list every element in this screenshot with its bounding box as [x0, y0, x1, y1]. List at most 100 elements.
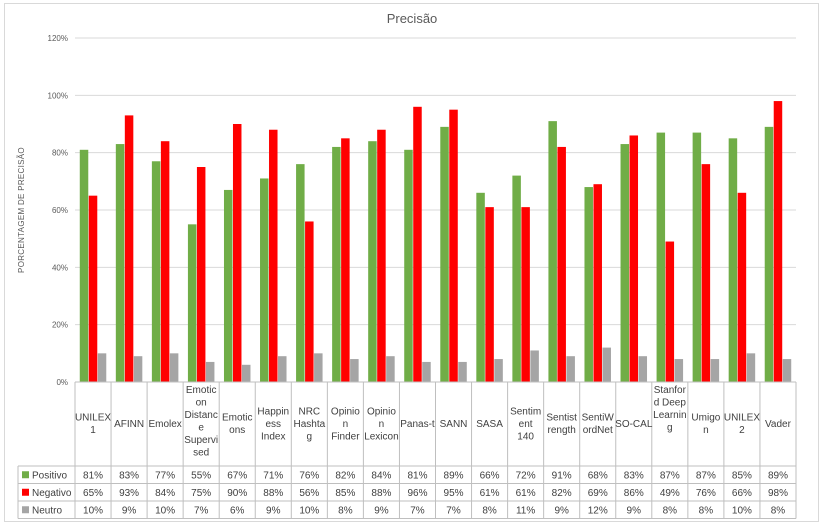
- bar-positivo: [548, 121, 557, 382]
- x-category-label: UNILEX 1: [75, 413, 111, 437]
- bar-positivo: [296, 164, 305, 382]
- data-label: 82%: [552, 488, 572, 499]
- x-category-label: Happin ess Index: [257, 406, 289, 442]
- bar-negativo: [737, 192, 747, 382]
- data-label: 8%: [338, 505, 353, 516]
- data-label: 81%: [83, 470, 103, 481]
- data-label: 10%: [83, 505, 103, 516]
- x-category-label: SentiW ordNet: [582, 413, 615, 437]
- bar-neutro: [782, 359, 792, 382]
- data-label: 81%: [407, 470, 427, 481]
- x-category-label: Sentim ent 140: [510, 406, 541, 442]
- bar-positivo: [728, 138, 738, 382]
- bar-negativo: [377, 129, 386, 382]
- bar-positivo: [692, 132, 702, 382]
- data-label: 11%: [516, 505, 535, 516]
- x-category-label: Umigo n: [691, 413, 720, 437]
- data-label: 95%: [444, 488, 464, 499]
- data-label: 72%: [516, 470, 536, 481]
- bar-neutro: [458, 361, 467, 382]
- data-label: 9%: [122, 505, 137, 516]
- data-label: 9%: [554, 505, 569, 516]
- y-axis-label: PORCENTAGEM DE PRECISÃO: [17, 147, 26, 273]
- bar-negativo: [413, 106, 422, 383]
- legend-label-positivo: Positivo: [32, 470, 67, 481]
- legend-swatch-positivo: [22, 471, 29, 479]
- data-label: 69%: [588, 488, 608, 499]
- bar-negativo: [160, 141, 170, 382]
- data-label: 89%: [768, 470, 788, 481]
- data-label: 8%: [663, 505, 678, 516]
- x-category-label: SO-CAL: [615, 419, 653, 430]
- y-tick-label: 80%: [52, 149, 68, 158]
- bar-positivo: [151, 161, 161, 382]
- bar-neutro: [746, 353, 756, 382]
- bar-neutro: [133, 356, 143, 382]
- x-category-label: Opinio n Lexicon: [364, 406, 398, 442]
- bar-neutro: [638, 356, 648, 382]
- data-label: 8%: [699, 505, 714, 516]
- bar-negativo: [124, 115, 134, 383]
- data-label: 67%: [227, 470, 247, 481]
- data-label: 98%: [768, 488, 788, 499]
- data-label: 9%: [266, 505, 281, 516]
- data-label: 96%: [407, 488, 427, 499]
- data-label: 90%: [227, 488, 247, 499]
- bar-positivo: [115, 144, 125, 382]
- data-label: 71%: [263, 470, 283, 481]
- bar-neutro: [674, 359, 684, 382]
- bar-neutro: [205, 361, 215, 382]
- bar-positivo: [368, 141, 377, 382]
- bar-negativo: [269, 129, 278, 382]
- bar-neutro: [602, 347, 611, 382]
- y-tick-label: 40%: [52, 263, 68, 272]
- bar-positivo: [404, 149, 413, 382]
- data-label: 68%: [588, 470, 608, 481]
- data-label: 85%: [732, 470, 752, 481]
- bar-neutro: [314, 353, 323, 382]
- x-category-label: Stanfor d Deep Learnin g: [653, 385, 686, 434]
- bar-positivo: [223, 189, 233, 382]
- bar-neutro: [97, 353, 107, 382]
- data-label: 76%: [696, 488, 716, 499]
- data-label: 66%: [480, 470, 500, 481]
- bar-positivo: [656, 132, 666, 382]
- data-label: 12%: [588, 505, 608, 516]
- bar-positivo: [584, 187, 593, 382]
- bar-neutro: [241, 364, 251, 382]
- data-label: 77%: [155, 470, 175, 481]
- bar-negativo: [593, 184, 602, 382]
- data-label: 55%: [191, 470, 211, 481]
- data-label: 10%: [299, 505, 319, 516]
- bar-negativo: [665, 241, 675, 382]
- x-category-label: SANN: [440, 419, 468, 430]
- legend-label-negativo: Negativo: [32, 488, 72, 499]
- chart-title: Precisão: [387, 11, 438, 26]
- legend-label-neutro: Neutro: [32, 505, 62, 516]
- data-label: 82%: [335, 470, 355, 481]
- data-label: 7%: [410, 505, 425, 516]
- data-label: 93%: [119, 488, 139, 499]
- legend-swatch-negativo: [22, 488, 29, 496]
- data-label: 85%: [335, 488, 355, 499]
- bar-neutro: [530, 350, 539, 382]
- data-label: 66%: [732, 488, 752, 499]
- data-label: 76%: [299, 470, 319, 481]
- y-tick-label: 100%: [48, 91, 68, 100]
- bar-negativo: [196, 167, 206, 382]
- data-label: 8%: [771, 505, 786, 516]
- data-label: 6%: [230, 505, 245, 516]
- x-category-label: Sentist rength: [546, 413, 577, 437]
- bar-neutro: [278, 356, 287, 382]
- data-label: 9%: [627, 505, 642, 516]
- bar-positivo: [440, 126, 449, 382]
- x-category-label: Emotic ons: [222, 413, 253, 437]
- data-label: 87%: [660, 470, 680, 481]
- data-label: 10%: [155, 505, 175, 516]
- y-tick-label: 20%: [52, 321, 68, 330]
- bar-neutro: [566, 356, 575, 382]
- data-label: 49%: [660, 488, 680, 499]
- data-label: 84%: [371, 470, 391, 481]
- gridlines: [75, 37, 796, 326]
